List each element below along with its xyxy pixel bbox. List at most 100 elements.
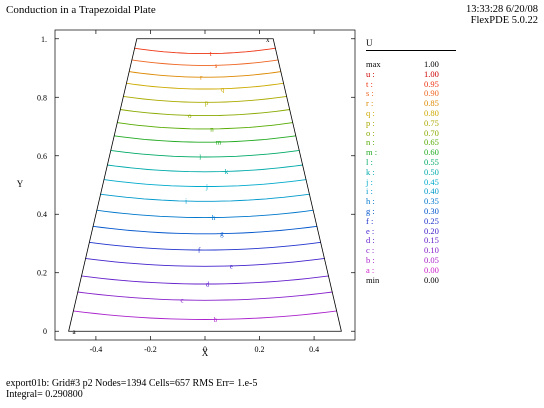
contour-label: p	[205, 99, 209, 107]
legend-row-value: 0.70	[424, 127, 439, 138]
y-tick-label: 0.8	[37, 93, 47, 102]
software-version: FlexPDE 5.0.22	[470, 15, 538, 26]
legend-row: s : 0.90	[366, 89, 476, 99]
legend-row-label: c :	[366, 245, 375, 256]
contour-label: s	[215, 62, 218, 70]
legend-row-value: 0.15	[424, 235, 439, 246]
legend-row-label: d :	[366, 235, 375, 246]
legend-row: c : 0.10	[366, 245, 476, 256]
legend-row-value: 0.00	[424, 274, 439, 285]
legend-row: r : 0.85	[366, 98, 476, 109]
legend-row-label: j :	[366, 176, 373, 187]
point-markers: xa	[73, 36, 270, 336]
y-tick-label: 0	[43, 327, 47, 336]
contour-line-t	[134, 47, 276, 55]
legend-row-label: n :	[366, 137, 375, 148]
contour-label: b	[214, 316, 218, 324]
legend-row-label: a :	[366, 264, 375, 275]
legend-row: f : 0.25	[366, 215, 476, 227]
contour-label: t	[210, 50, 212, 58]
marker-a: a	[73, 328, 77, 336]
legend-row-label: l :	[366, 156, 373, 167]
contour-label: o	[188, 112, 192, 120]
x-tick-label: -0.4	[90, 345, 103, 354]
y-tick-label: 0.6	[37, 152, 47, 161]
legend-row-value: 0.95	[424, 78, 439, 89]
integral-value: Integral= 0.290800	[6, 389, 83, 400]
contour-line-r	[128, 71, 282, 78]
marker-x: x	[266, 36, 270, 44]
legend-row-value: 0.60	[424, 147, 439, 158]
x-tick-label: 0.4	[309, 345, 319, 354]
y-tick-label: 0.2	[37, 269, 47, 278]
run-info: export01b: Grid#3 p2 Nodes=1394 Cells=65…	[6, 378, 257, 400]
contour-line-n	[116, 122, 294, 130]
legend-row-value: 0.85	[424, 98, 439, 109]
legend-row-value: 0.40	[424, 186, 439, 197]
legend-row-value: 0.05	[424, 254, 439, 265]
contour-line-b	[73, 310, 337, 320]
contour-line-h	[96, 209, 314, 219]
plot-title: Conduction in a Trapezoidal Plate	[6, 4, 156, 16]
legend-row-label: e :	[366, 225, 375, 236]
legend-row: m : 0.60	[366, 147, 476, 158]
legend-row-value: 0.00	[424, 264, 439, 275]
legend-row-value: 0.45	[424, 176, 439, 187]
legend-row-value: 0.80	[424, 107, 439, 118]
legend-row-label: f :	[366, 215, 374, 226]
contour-line-o	[120, 109, 290, 117]
legend-row: a : 0.00	[366, 264, 476, 276]
legend-row: d : 0.15	[366, 236, 476, 246]
legend-row: u : 1.00	[366, 69, 476, 80]
legend-row: max 1.00	[366, 59, 476, 70]
legend-row: q : 0.80	[366, 107, 476, 119]
contour-line-g	[92, 225, 318, 235]
contour-label: q	[221, 85, 225, 93]
legend-row-label: p :	[366, 117, 375, 128]
x-tick-label: 0	[203, 345, 207, 354]
y-axis-label: Y	[17, 179, 24, 189]
plot-frame	[54, 29, 356, 341]
contour-label: m	[216, 139, 222, 147]
contour-line-d	[81, 275, 329, 285]
contour-label: h	[212, 214, 216, 222]
y-tick-label: 1.	[41, 35, 47, 44]
legend-row-value: 0.55	[424, 156, 439, 167]
x-tick-label: -0.2	[144, 345, 157, 354]
legend-divider	[366, 50, 456, 51]
legend-title: U	[366, 38, 373, 48]
legend-row: k : 0.50	[366, 167, 476, 178]
contour-label: n	[210, 125, 214, 133]
legend-row-value: 0.30	[424, 205, 439, 216]
contour-line-k	[107, 164, 303, 173]
domain-boundary	[68, 38, 342, 332]
legend-row: j : 0.45	[366, 176, 476, 188]
legend: U max 1.00 u :1.00 t : 0.95 s :0.90 r :0.85 q :…	[366, 38, 476, 285]
legend-row-label: g :	[366, 205, 375, 216]
legend-row: g : 0.30	[366, 205, 476, 217]
legend-row-value: 0.35	[424, 196, 439, 207]
legend-row-value: 1.00	[424, 59, 439, 69]
legend-row: i : 0.40	[366, 187, 476, 197]
legend-row: p : 0.75	[366, 117, 476, 129]
legend-row: o : 0.70	[366, 127, 476, 139]
contour-label: f	[198, 247, 201, 255]
legend-row-value: 0.20	[424, 225, 439, 236]
timestamp: 13:33:28 6/20/08	[465, 4, 538, 15]
contour-line-i	[100, 193, 310, 202]
contour-lines: b c d e f gh i j k l mn o p q r st	[73, 47, 337, 324]
contour-line-f	[89, 241, 321, 251]
contour-label: r	[200, 74, 203, 82]
legend-row-value: 0.10	[424, 245, 439, 256]
contour-line-s	[131, 59, 279, 66]
contour-line-e	[85, 257, 325, 267]
contour-line-m	[113, 135, 297, 143]
y-tick-label: 0.4	[37, 210, 47, 219]
legend-row-label: t :	[366, 78, 373, 89]
legend-row-label: s :	[366, 88, 374, 99]
contour-line-j	[103, 179, 307, 187]
contour-line-q	[126, 82, 284, 90]
contour-label: k	[225, 168, 229, 176]
legend-row-label: h :	[366, 196, 375, 207]
